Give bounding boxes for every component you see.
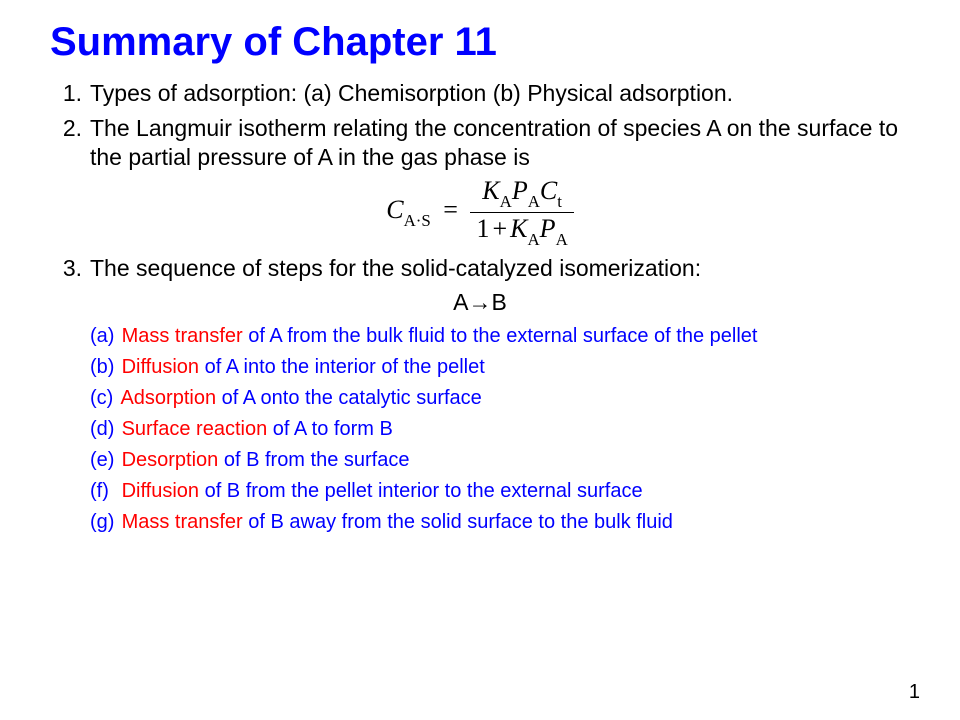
eq-lhs-sub: A·S: [404, 211, 431, 230]
step-d-tag: (d): [90, 415, 116, 444]
step-c-keyword: Adsorption: [120, 387, 216, 409]
main-list-cont: The sequence of steps for the solid-cata…: [50, 254, 910, 283]
reaction-A: A: [453, 289, 468, 315]
slide-container: Summary of Chapter 11 Types of adsorptio…: [0, 0, 960, 720]
step-b-keyword: Diffusion: [122, 356, 199, 378]
step-e: (e) Desorption of B from the surface: [90, 446, 910, 475]
reaction-B: B: [492, 289, 507, 315]
eq-num-C: C: [540, 176, 557, 205]
step-g: (g) Mass transfer of B away from the sol…: [90, 508, 910, 537]
point-1: Types of adsorption: (a) Chemisorption (…: [50, 79, 910, 108]
reaction-line: A→B: [50, 289, 910, 316]
reaction-arrow: →: [469, 289, 492, 315]
step-c-rest: of A onto the catalytic surface: [216, 387, 482, 409]
eq-numerator: KAPACt: [470, 177, 573, 213]
step-e-tag: (e): [90, 446, 116, 475]
step-a-tag: (a): [90, 322, 116, 351]
step-a-rest: of A from the bulk fluid to the external…: [243, 325, 758, 347]
step-b-tag: (b): [90, 353, 116, 382]
step-f: (f) Diffusion of B from the pellet inter…: [90, 477, 910, 506]
eq-den-Psub: A: [556, 230, 568, 249]
step-e-keyword: Desorption: [122, 449, 219, 471]
eq-den-1: 1: [476, 214, 489, 243]
eq-lhs: CA·S =: [386, 196, 464, 229]
eq-lhs-C: C: [386, 195, 403, 224]
point-2: The Langmuir isotherm relating the conce…: [50, 114, 910, 172]
step-g-rest: of B away from the solid surface to the …: [243, 511, 673, 533]
step-e-rest: of B from the surface: [218, 449, 409, 471]
step-f-rest: of B from the pellet interior to the ext…: [199, 480, 643, 502]
eq-fraction: KAPACt 1+KAPA: [470, 177, 573, 248]
main-list: Types of adsorption: (a) Chemisorption (…: [50, 79, 910, 171]
step-g-keyword: Mass transfer: [122, 511, 243, 533]
step-d-rest: of A to form B: [267, 418, 393, 440]
langmuir-equation: CA·S = KAPACt 1+KAPA: [50, 177, 910, 248]
eq-equals: =: [443, 195, 458, 224]
eq-den-K: K: [510, 214, 527, 243]
eq-den-P: P: [540, 214, 556, 243]
step-d: (d) Surface reaction of A to form B: [90, 415, 910, 444]
point-3: The sequence of steps for the solid-cata…: [50, 254, 910, 283]
steps-list: (a) Mass transfer of A from the bulk flu…: [50, 322, 910, 537]
step-f-keyword: Diffusion: [122, 480, 199, 502]
step-b: (b) Diffusion of A into the interior of …: [90, 353, 910, 382]
step-c: (c) Adsorption of A onto the catalytic s…: [90, 384, 910, 413]
step-f-tag: (f): [90, 477, 116, 506]
page-number: 1: [909, 681, 920, 704]
step-d-keyword: Surface reaction: [122, 418, 268, 440]
eq-den-Ksub: A: [527, 230, 539, 249]
step-b-rest: of A into the interior of the pellet: [199, 356, 485, 378]
slide-title: Summary of Chapter 11: [50, 20, 910, 65]
step-c-tag: (c): [90, 384, 116, 413]
eq-den-plus: +: [492, 214, 507, 243]
eq-num-Csub: t: [557, 192, 562, 211]
eq-num-P: P: [512, 176, 528, 205]
step-g-tag: (g): [90, 508, 116, 537]
eq-num-Psub: A: [528, 192, 540, 211]
eq-num-Ksub: A: [500, 192, 512, 211]
step-a-keyword: Mass transfer: [122, 325, 243, 347]
eq-num-K: K: [482, 176, 499, 205]
eq-denominator: 1+KAPA: [470, 213, 573, 248]
step-a: (a) Mass transfer of A from the bulk flu…: [90, 322, 910, 351]
